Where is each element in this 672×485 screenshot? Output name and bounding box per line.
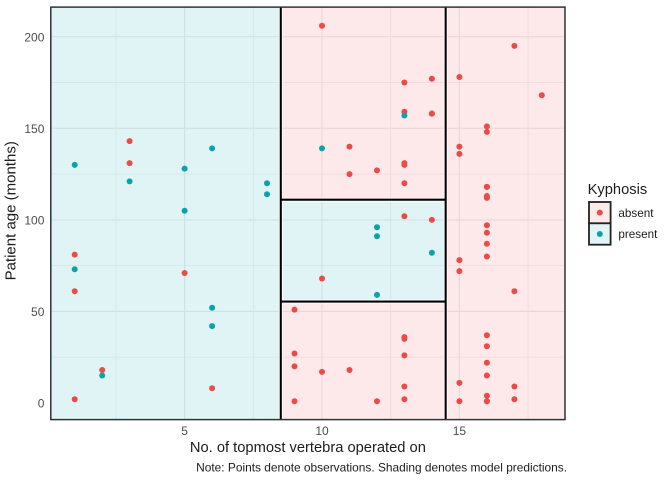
- svg-text:15: 15: [453, 424, 467, 438]
- svg-text:50: 50: [31, 305, 45, 319]
- svg-text:No. of topmost vertebra operat: No. of topmost vertebra operated on: [190, 440, 426, 456]
- svg-text:Patient age (months): Patient age (months): [2, 141, 19, 280]
- svg-text:Kyphosis: Kyphosis: [588, 182, 648, 198]
- svg-text:100: 100: [24, 214, 44, 228]
- svg-text:0: 0: [38, 397, 45, 411]
- svg-text:150: 150: [24, 122, 44, 136]
- svg-text:Note: Points denote observatio: Note: Points denote observations. Shadin…: [196, 460, 567, 474]
- svg-text:5: 5: [181, 424, 188, 438]
- svg-text:present: present: [618, 228, 658, 241]
- svg-text:absent: absent: [618, 207, 654, 220]
- svg-text:10: 10: [315, 424, 329, 438]
- svg-text:200: 200: [24, 30, 44, 44]
